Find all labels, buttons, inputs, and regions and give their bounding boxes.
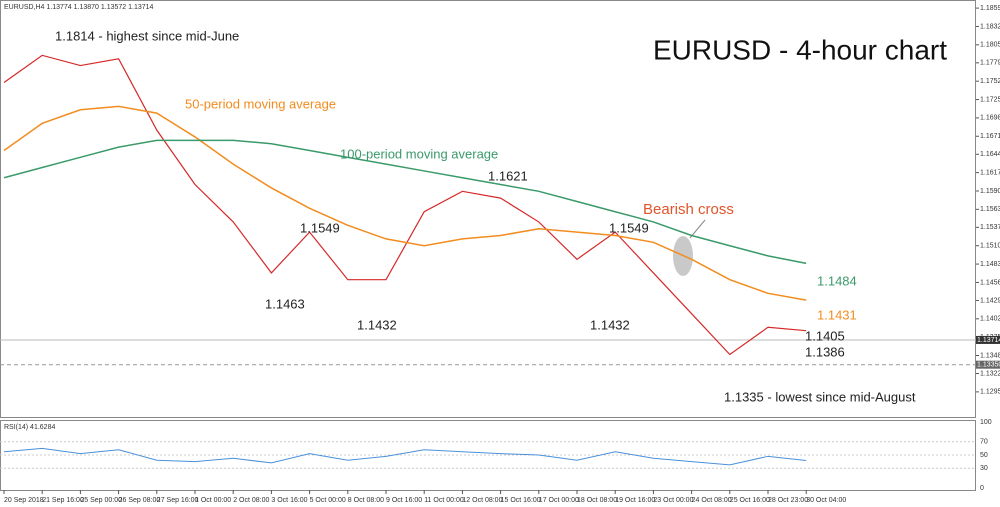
y-tick-label: 1.14295 [980, 297, 1000, 304]
annotation: 1.1463 [265, 296, 305, 311]
header: EURUSD,H4 1.13774 1.13870 1.13572 1.1371… [4, 4, 154, 11]
rsi-tick-label: 70 [980, 439, 988, 446]
x-tick-label: 25 Oct 16:00 [730, 497, 770, 504]
x-tick-label: 26 Sep 08:00 [119, 497, 161, 504]
annotation: 1.1432 [590, 317, 630, 332]
y-tick-label: 1.16175 [980, 169, 1000, 176]
rsi-tick-label: 0 [980, 485, 984, 492]
x-tick-label: 27 Sep 16:00 [157, 497, 199, 504]
rsi-tick-label: 30 [980, 465, 988, 472]
annotation: 1.1549 [300, 220, 340, 235]
y-tick-label: 1.16710 [980, 133, 1000, 140]
annotation: 1.1335 - lowest since mid-August [724, 389, 916, 404]
x-tick-label: 24 Oct 08:00 [692, 497, 732, 504]
chart-title: EURUSD - 4-hour chart [653, 34, 947, 65]
y-tick-label: 1.17790 [980, 60, 1000, 67]
y-tick-label: 1.15370 [980, 224, 1000, 231]
series-line [3, 105, 807, 301]
x-tick-label: 25 Sep 00:00 [80, 497, 122, 504]
y-tick-label: 1.14560 [980, 279, 1000, 286]
y-tick-label: 1.14830 [980, 261, 1000, 268]
price-label: 1.13714 [977, 337, 1000, 344]
x-tick-label: 19 Oct 16:00 [615, 497, 655, 504]
annotation: 1.1814 - highest since mid-June [55, 28, 239, 43]
y-tick-label: 1.13485 [980, 352, 1000, 359]
annotation: 1.1431 [817, 307, 857, 322]
rsi-tick-label: 50 [980, 452, 988, 459]
price-tag [976, 335, 1000, 344]
y-tick-label: 1.18325 [980, 23, 1000, 30]
y-tick-label: 1.15100 [980, 243, 1000, 250]
series-line [3, 139, 807, 265]
y-tick-label: 1.13220 [980, 370, 1000, 377]
rsi-line [3, 447, 807, 466]
x-tick-label: 9 Oct 16:00 [386, 497, 422, 504]
annotation: 1.1405 [805, 328, 845, 343]
x-tick-label: 3 Oct 16:00 [271, 497, 307, 504]
annotation: 1.1386 [805, 344, 845, 359]
y-tick-label: 1.16445 [980, 151, 1000, 158]
x-tick-label: 28 Oct 23:00 [768, 497, 808, 504]
y-tick-label: 1.16980 [980, 115, 1000, 122]
y-tick-label: 1.15905 [980, 188, 1000, 195]
x-tick-label: 17 Oct 00:00 [539, 497, 579, 504]
rsi-label: RSI(14) 41.6284 [4, 424, 55, 431]
rsi-tick-label: 100 [980, 419, 992, 426]
y-tick-label: 1.18595 [980, 5, 1000, 12]
annotation: 50-period moving average [185, 96, 336, 111]
x-tick-label: 5 Oct 00:00 [310, 497, 346, 504]
x-tick-label: 11 Oct 00:00 [424, 497, 464, 504]
y-tick-label: 1.18055 [980, 42, 1000, 49]
y-tick-label: 1.15635 [980, 206, 1000, 213]
x-tick-label: 12 Oct 08:00 [462, 497, 502, 504]
annotation: 1.1549 [609, 220, 649, 235]
x-tick-label: 15 Oct 16:00 [501, 497, 541, 504]
annotation: 100-period moving average [340, 146, 498, 161]
support-tag [976, 360, 1000, 369]
annotation: 1.1484 [817, 273, 857, 288]
support-label: 1.13350 [977, 362, 1000, 369]
x-tick-label: 2 Oct 08:00 [233, 497, 269, 504]
x-tick-label: 30 Oct 04:00 [806, 497, 846, 504]
y-tick-label: 1.12950 [980, 389, 1000, 396]
x-tick-label: 8 Oct 08:00 [348, 497, 384, 504]
x-tick-label: 20 Sep 2018 [4, 497, 44, 504]
x-tick-label: 1 Oct 00:00 [195, 497, 231, 504]
annotation: 1.1621 [488, 168, 528, 183]
x-tick-label: 18 Oct 08:00 [577, 497, 617, 504]
y-tick-label: 1.14025 [980, 316, 1000, 323]
annotation: Bearish cross [643, 201, 734, 218]
annotation: 1.1432 [357, 317, 397, 332]
y-tick-label: 1.17250 [980, 96, 1000, 103]
main-frame [0, 0, 976, 418]
x-tick-label: 23 Oct 00:00 [653, 497, 693, 504]
series-line [3, 54, 807, 356]
y-tick-label: 1.17520 [980, 78, 1000, 85]
x-tick-label: 21 Sep 16:00 [42, 497, 84, 504]
